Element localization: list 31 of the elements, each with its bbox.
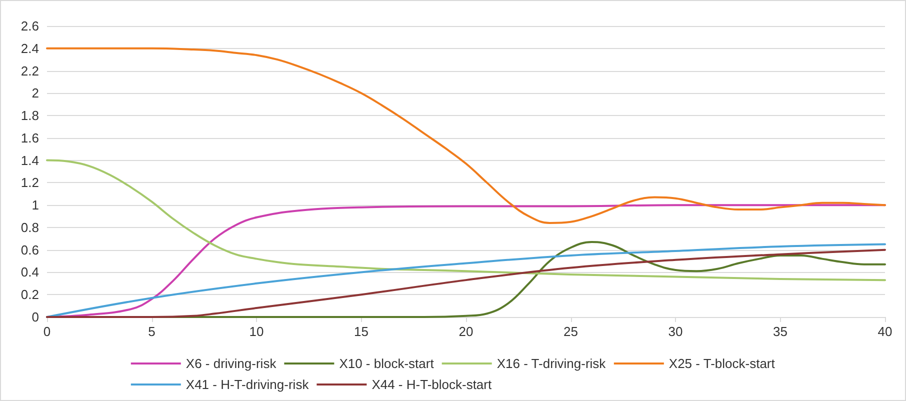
- y-tick-label: 2: [32, 86, 39, 101]
- x-tick-label: 15: [354, 324, 368, 339]
- legend-label: X10 - block-start: [339, 356, 434, 371]
- y-tick-label: 1: [32, 198, 39, 213]
- legend-label: X41 - H-T-driving-risk: [186, 377, 310, 392]
- y-tick-label: 0.6: [20, 242, 39, 258]
- x-tick-label: 30: [668, 324, 683, 339]
- x-tick-label: 5: [148, 324, 156, 339]
- y-tick-label: 2.2: [20, 63, 39, 78]
- x-tick-label: 20: [458, 324, 474, 339]
- legend-label: X6 - driving-risk: [186, 356, 277, 371]
- y-tick-label: 1.8: [20, 108, 39, 124]
- line-series: [46, 159, 886, 282]
- y-tick-label: 0.4: [20, 264, 39, 280]
- y-tick-label: 1.4: [20, 152, 39, 168]
- x-tick-label: 0: [43, 324, 51, 339]
- legend-label: X16 - T-driving-risk: [496, 356, 606, 371]
- y-tick-label: 2.4: [20, 40, 39, 56]
- line-series: [46, 47, 886, 224]
- x-tick-label: 10: [249, 324, 264, 339]
- x-tick-label: 35: [773, 324, 788, 339]
- y-tick-label: 0.2: [20, 287, 39, 302]
- y-tick-label: 0.8: [20, 220, 39, 235]
- y-tick-label: 1.2: [20, 175, 39, 190]
- y-tick-label: 0: [32, 310, 39, 324]
- legend-label: X25 - T-block-start: [668, 356, 776, 371]
- x-tick-label: 25: [564, 324, 578, 339]
- y-tick-label: 2.6: [20, 18, 39, 34]
- legend-label: X44 - H-T-block-start: [372, 377, 492, 392]
- y-tick-label: 1.6: [20, 130, 39, 146]
- x-tick-label: 40: [878, 324, 892, 339]
